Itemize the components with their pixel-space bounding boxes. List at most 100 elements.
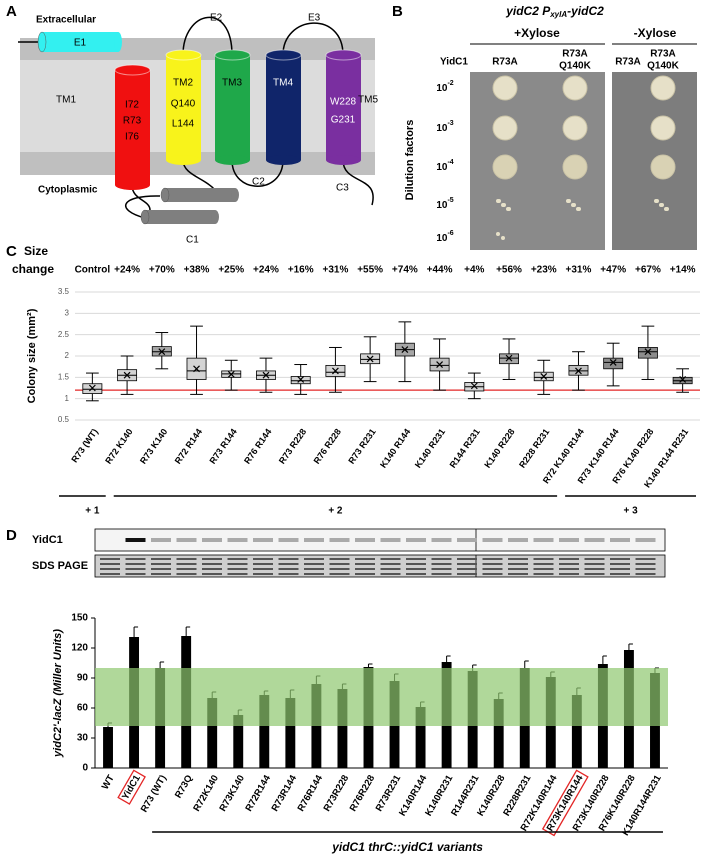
blot-band: [176, 573, 197, 575]
loop: [282, 22, 344, 56]
size-change: +47%: [600, 265, 626, 276]
mean: [331, 367, 339, 375]
x-tick-label: R73 K140: [138, 427, 169, 466]
panel-a: A Extracellular Cytoplasmic E1 TM1 I72 R…: [6, 3, 378, 246]
blot-band: [635, 558, 656, 560]
colony: [497, 199, 501, 203]
blot-band: [482, 568, 503, 570]
bar: [571, 695, 582, 768]
strain: Q140K: [647, 61, 679, 72]
helix: [165, 188, 235, 202]
dilution-base: 10: [436, 233, 448, 244]
size-change: +67%: [635, 265, 661, 276]
spot: [492, 115, 518, 141]
loop-label: C1: [186, 235, 199, 246]
blot-band: [508, 538, 528, 542]
size-change: +23%: [531, 265, 557, 276]
blot-band: [253, 558, 273, 560]
x-tick-label: K140 R231: [413, 427, 447, 470]
loop: [231, 159, 284, 187]
dilution-exp: -6: [447, 230, 453, 237]
loop-label: C2: [252, 177, 265, 188]
x-tick-label: R76 R228: [312, 427, 343, 466]
mean: [88, 384, 96, 392]
blot-band: [380, 568, 401, 570]
mean: [401, 346, 409, 354]
size-change: +16%: [288, 265, 314, 276]
x-axis-label: yidC1 thrC::yidC1 variants: [331, 840, 483, 854]
strain: R73A: [562, 49, 588, 60]
x-tick-label: WT: [100, 773, 117, 791]
blot-band: [304, 558, 324, 560]
helix-label: TM5: [358, 95, 378, 106]
residue: W228: [330, 97, 357, 108]
x-tick: R73Q: [173, 773, 195, 800]
dilution-exp: -5: [447, 197, 453, 204]
group-label: + 1: [85, 506, 100, 517]
y-axis-label: yidC2'-lacZ (Miller Units): [52, 629, 64, 758]
error-bar: [446, 655, 451, 662]
loop-label: C3: [336, 183, 349, 194]
blot-band: [304, 573, 324, 575]
residue: Q140: [171, 99, 196, 110]
blot-band: [533, 568, 554, 570]
blot-band: [151, 573, 171, 575]
colony: [572, 203, 576, 207]
y-tick-label: 3: [65, 308, 70, 317]
size-change: +56%: [496, 265, 522, 276]
helix-top: [37, 31, 47, 53]
helix-top: [265, 49, 302, 61]
error-bar: [133, 626, 139, 637]
x-tick-label: R73 R228: [277, 427, 308, 466]
mean: [575, 367, 582, 375]
plate-rows: 10-210-310-410-510-6: [436, 75, 676, 244]
blot-band: [304, 568, 324, 570]
dilution: 10-6: [436, 230, 453, 244]
blot-band: [227, 558, 248, 560]
helix-end: [266, 155, 301, 165]
blot-band: [176, 538, 197, 542]
dilution-exp: -3: [447, 120, 453, 127]
blot-band: [508, 563, 528, 565]
charts: C Size change 0.5 1 1.5 2 2.5 3 3.5 Colony size (m…: [6, 243, 700, 854]
helix-top: [165, 49, 202, 61]
blot-band: [559, 573, 579, 575]
blot-band: [610, 563, 630, 565]
colony: [496, 232, 500, 236]
blot-band: [406, 568, 426, 570]
x-tick: YidC1: [117, 769, 146, 805]
blot-band: [533, 573, 554, 575]
x-tick-label: R72K140: [191, 773, 221, 813]
size-change: +4%: [464, 265, 484, 276]
helix: [115, 70, 150, 185]
blot-label: SDS PAGE: [32, 560, 88, 572]
x-tick-label: R76 R144: [242, 427, 273, 466]
blot-band: [584, 538, 605, 542]
blot-band: [584, 568, 605, 570]
y-tick-label: 60: [77, 703, 89, 714]
plate-title: yidC2 PxylA-yidC2: [505, 4, 604, 19]
blot-band: [227, 538, 248, 542]
spot: [492, 75, 518, 101]
blot-band: [482, 573, 503, 575]
blot-band: [151, 538, 171, 542]
spot: [650, 154, 676, 180]
colony: [660, 203, 664, 207]
blot-band: [253, 568, 273, 570]
title-part: -yidC2: [567, 4, 604, 18]
helix: [166, 55, 201, 160]
blot-band: [431, 573, 452, 575]
helix-end: [166, 155, 201, 165]
blot-band: [151, 563, 171, 565]
condition: -Xylose: [634, 26, 677, 40]
y-tick-label: 30: [77, 733, 89, 744]
blot-band: [202, 558, 222, 560]
helix-top: [114, 64, 151, 76]
residue: G231: [331, 115, 356, 126]
y-tick-label: 3.5: [58, 287, 70, 296]
strain: R73A: [650, 49, 676, 60]
blot-band: [176, 568, 197, 570]
blot-band: [329, 563, 350, 565]
blot-band: [457, 573, 477, 575]
